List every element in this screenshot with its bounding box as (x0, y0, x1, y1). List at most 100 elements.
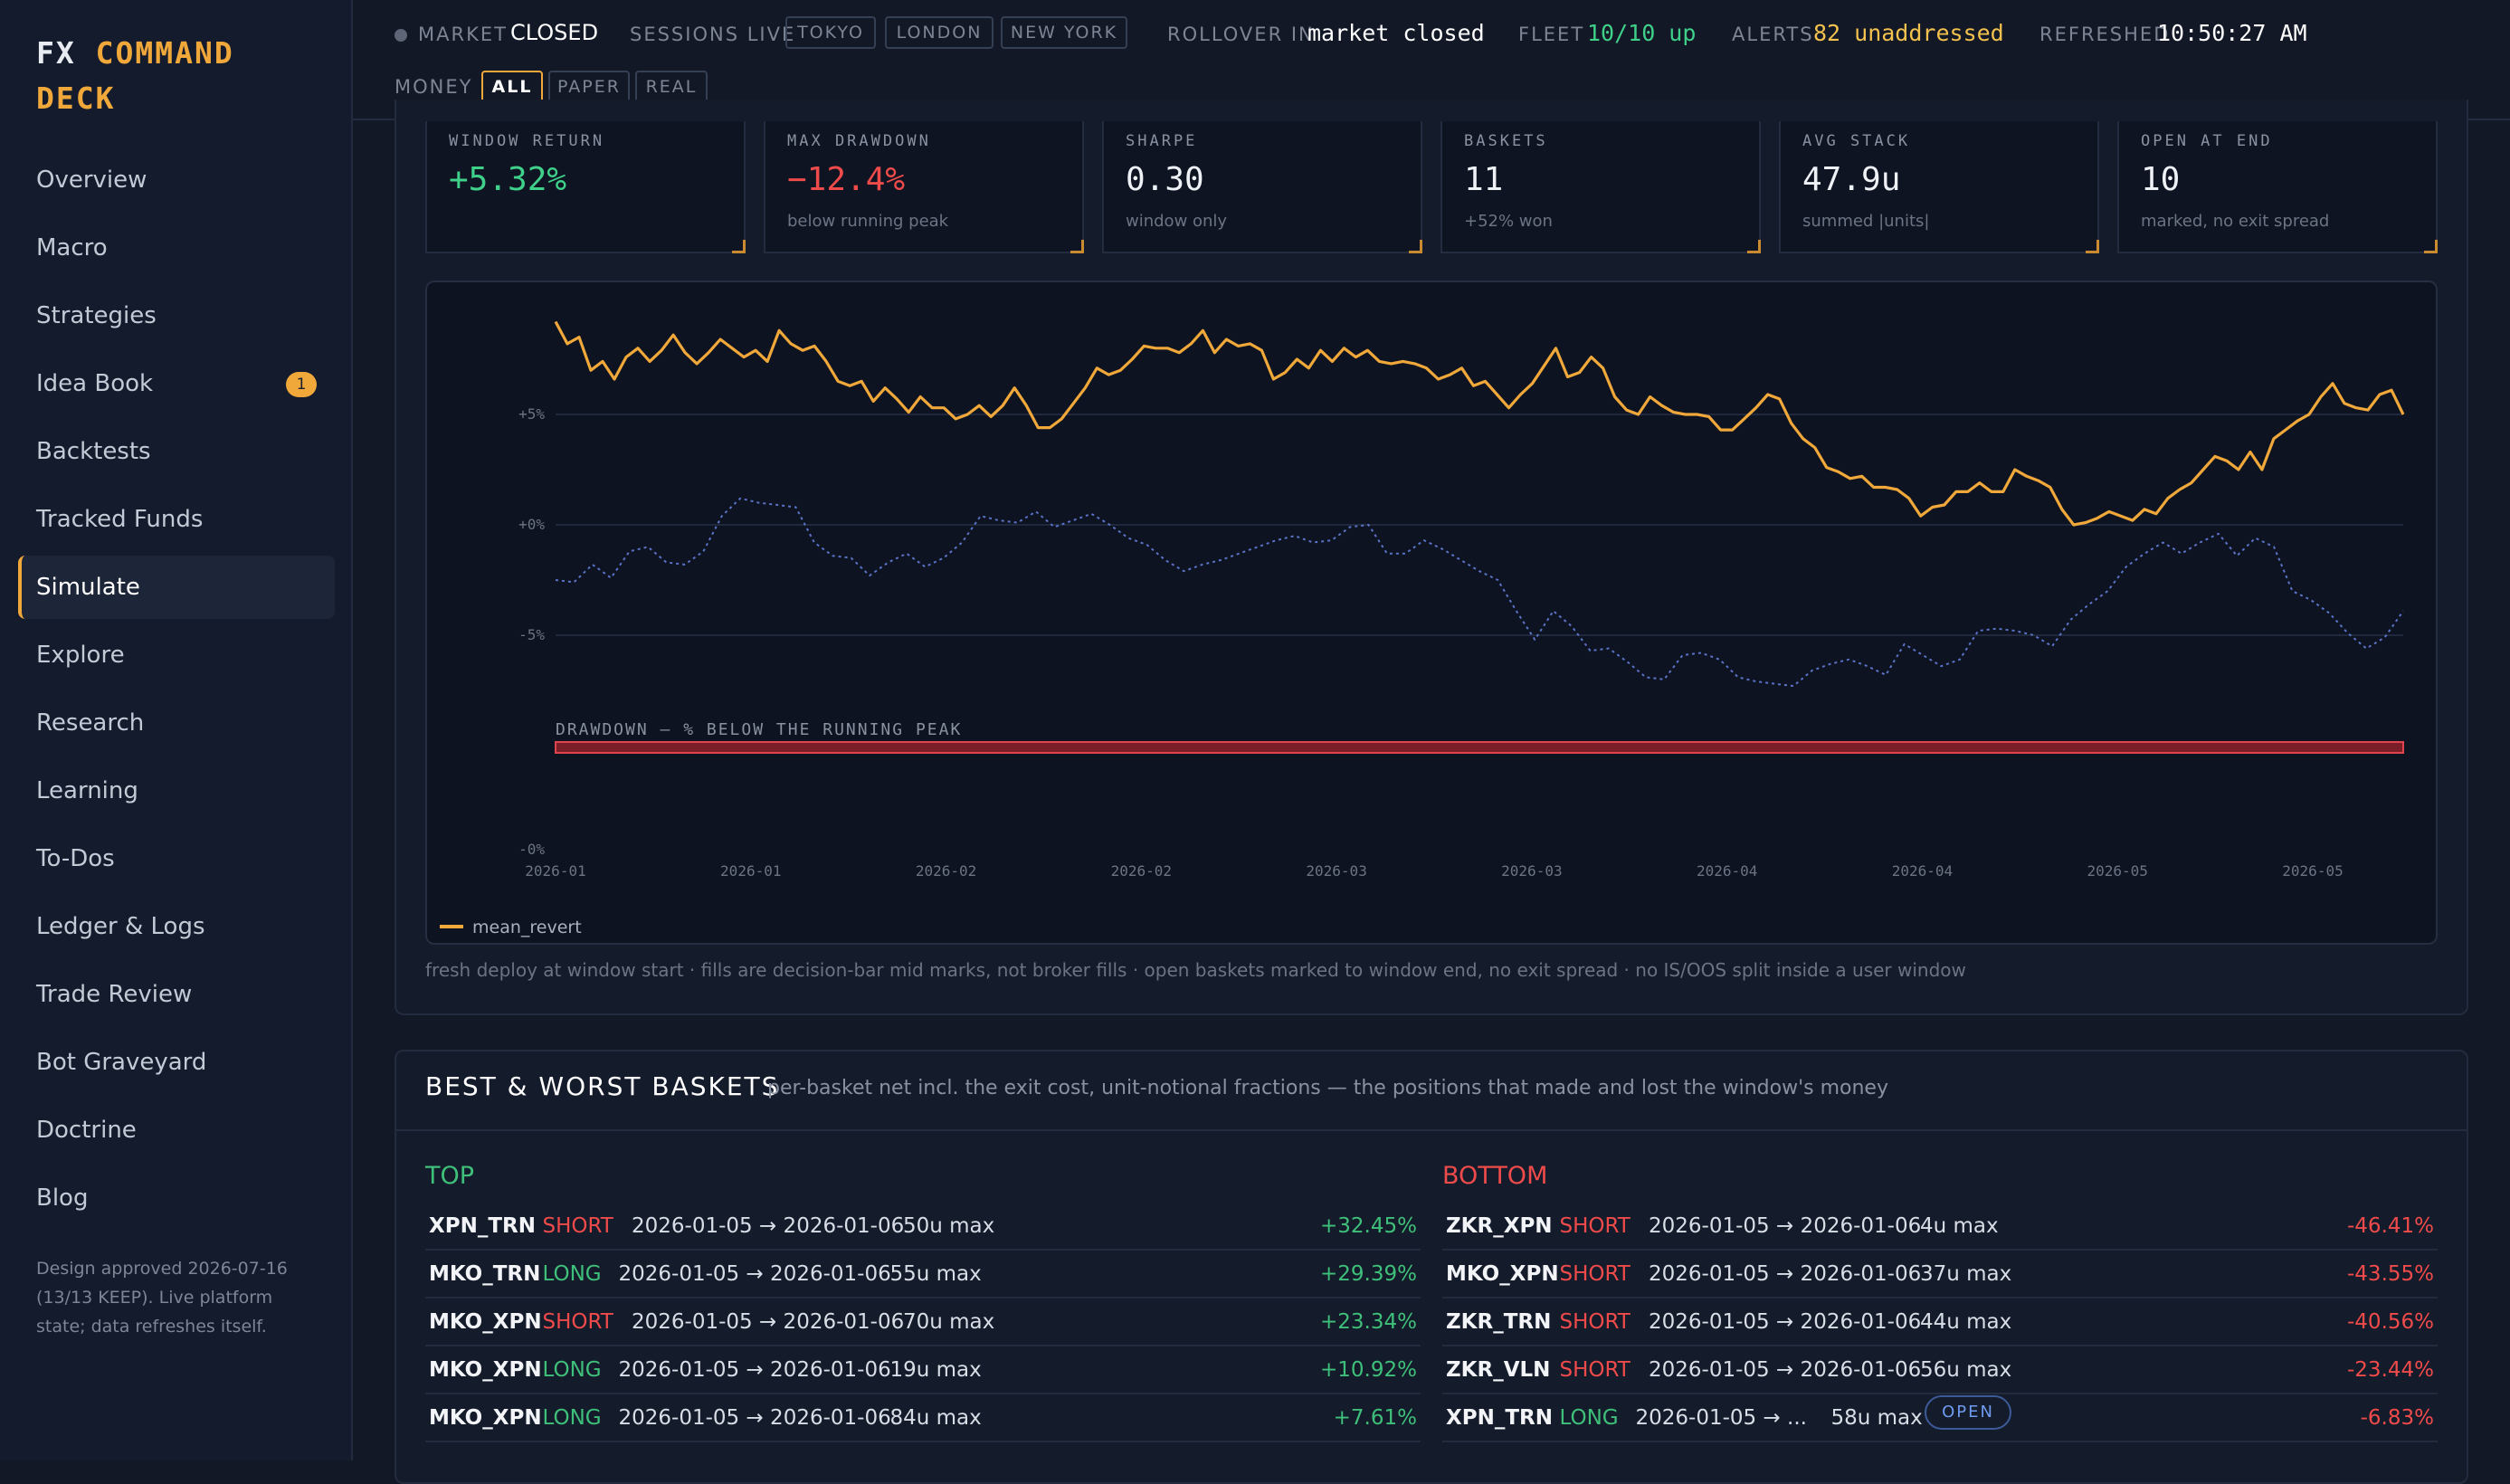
basket-symbol: ZKR_VLN (1446, 1358, 1551, 1382)
basket-dates: 2026-01-05 → 2026-01-06 (632, 1310, 905, 1334)
sidebar-item-label: Macro (36, 234, 108, 262)
basket-row[interactable]: MKO_TRN LONG 2026-01-05 → 2026-01-06 55u ma… (425, 1251, 1421, 1298)
sidebar-item-label: Strategies (36, 302, 157, 329)
sidebar-item-blog[interactable]: Blog (18, 1166, 335, 1230)
sidebar-item-simulate[interactable]: Simulate (18, 556, 335, 619)
session-london: LONDON (885, 16, 994, 49)
alerts-value[interactable]: 82 unaddressed (1813, 20, 2004, 46)
refreshed-value: 10:50:27 AM (2157, 20, 2307, 46)
legend-label-mean-revert: mean_revert (472, 918, 582, 937)
sessions-label: SESSIONS LIVE (630, 24, 796, 45)
basket-side: SHORT (1559, 1262, 1631, 1286)
basket-row[interactable]: ZKR_TRN SHORT 2026-01-05 → 2026-01-06 44u m… (1442, 1299, 2438, 1346)
sidebar-item-label: Explore (36, 642, 125, 669)
sidebar-item-label: Ledger & Logs (36, 913, 205, 940)
basket-symbol: MKO_XPN (429, 1310, 542, 1334)
y-tick-label: +5% (518, 405, 545, 423)
basket-dates: 2026-01-05 → 2026-01-06 (1649, 1310, 1922, 1334)
sidebar-item-trade-review[interactable]: Trade Review (18, 963, 335, 1026)
simulation-footnote: fresh deploy at window start · fills are… (425, 959, 1966, 981)
fleet-value: 10/10 up (1587, 20, 1697, 46)
basket-row[interactable]: MKO_XPN LONG 2026-01-05 → 2026-01-06 84u ma… (425, 1395, 1421, 1442)
y-tick-label: +0% (518, 516, 545, 533)
kpi-subtext: summed |units| (1802, 212, 1930, 231)
kpi-subtext: +52% won (1464, 212, 1553, 231)
sidebar-item-bot-graveyard[interactable]: Bot Graveyard (18, 1031, 335, 1094)
kpi-value: 10 (2141, 161, 2181, 198)
brand-fx: FX (36, 35, 76, 71)
basket-max-units: 44u max (1920, 1310, 2012, 1334)
basket-net-pct: -46.41% (2347, 1214, 2434, 1238)
basket-dates: 2026-01-05 → 2026-01-06 (618, 1358, 891, 1382)
sidebar-item-label: Bot Graveyard (36, 1049, 207, 1076)
money-filter-paper[interactable]: PAPER (548, 71, 630, 103)
money-label: MONEY (395, 76, 473, 98)
basket-row[interactable]: MKO_XPN LONG 2026-01-05 → 2026-01-06 19u ma… (425, 1347, 1421, 1394)
brand-logo[interactable]: FX COMMAND DECK (36, 31, 234, 121)
basket-row[interactable]: MKO_XPN SHORT 2026-01-05 → 2026-01-06 70u m… (425, 1299, 1421, 1346)
kpi-value: 11 (1464, 161, 1504, 198)
bottom-heading: BOTTOM (1442, 1162, 1548, 1190)
brand-deck: DECK (36, 81, 116, 116)
sidebar-item-overview[interactable]: Overview (18, 148, 335, 212)
kpi-subtext: below running peak (787, 212, 949, 231)
idea-book-count-badge: 1 (286, 372, 317, 397)
sidebar-item-backtests[interactable]: Backtests (18, 420, 335, 483)
kpi-label: MAX DRAWDOWN (787, 132, 931, 150)
basket-max-units: 70u max (903, 1310, 995, 1334)
sidebar-item-explore[interactable]: Explore (18, 623, 335, 687)
sidebar-item-idea-book[interactable]: Idea Book 1 (18, 352, 335, 415)
panel-divider (396, 1129, 2467, 1131)
basket-net-pct: -40.56% (2347, 1310, 2434, 1334)
basket-row[interactable]: XPN_TRN LONG 2026-01-05 → ... 58u max OPEN -6… (1442, 1395, 2438, 1442)
basket-symbol: ZKR_XPN (1446, 1214, 1553, 1238)
sidebar-item-macro[interactable]: Macro (18, 216, 335, 280)
basket-symbol: ZKR_TRN (1446, 1310, 1552, 1334)
basket-symbol: XPN_TRN (1446, 1406, 1553, 1430)
basket-max-units: 55u max (889, 1262, 982, 1286)
basket-side: LONG (1559, 1406, 1619, 1430)
kpi-card-avg-stack: AVG STACK 47.9u summed |units| (1779, 121, 2099, 253)
market-label: MARKET (418, 24, 508, 45)
sidebar-item-doctrine[interactable]: Doctrine (18, 1099, 335, 1162)
basket-side: SHORT (1559, 1358, 1631, 1382)
basket-max-units: 37u max (1920, 1262, 2012, 1286)
open-status-badge: OPEN (1925, 1395, 2011, 1430)
money-filter-real[interactable]: REAL (635, 71, 708, 103)
refreshed-label: REFRESHED (2039, 24, 2171, 45)
basket-row[interactable]: MKO_XPN SHORT 2026-01-05 → 2026-01-06 37u m… (1442, 1251, 2438, 1298)
basket-symbol: MKO_XPN (429, 1406, 542, 1430)
money-filter-all[interactable]: ALL (481, 71, 543, 103)
sidebar-item-learning[interactable]: Learning (18, 759, 335, 823)
session-new-york: NEW YORK (1001, 16, 1127, 49)
sidebar-item-to-dos[interactable]: To-Dos (18, 827, 335, 890)
basket-max-units: 19u max (889, 1358, 982, 1382)
kpi-subtext: marked, no exit spread (2141, 212, 2330, 231)
basket-row[interactable]: XPN_TRN SHORT 2026-01-05 → 2026-01-06 50u m… (425, 1203, 1421, 1251)
basket-dates: 2026-01-05 → 2026-01-06 (1649, 1358, 1922, 1382)
top-heading: TOP (425, 1162, 475, 1190)
fleet-label: FLEET (1518, 24, 1585, 45)
sidebar-item-ledger-logs[interactable]: Ledger & Logs (18, 895, 335, 958)
kpi-subtext: window only (1126, 212, 1228, 231)
best-worst-subtitle: per-basket net incl. the exit cost, unit… (767, 1077, 1888, 1099)
x-tick-label: 2026-01 (525, 862, 585, 880)
sidebar-item-tracked-funds[interactable]: Tracked Funds (18, 488, 335, 551)
x-tick-label: 2026-04 (1697, 862, 1757, 880)
basket-max-units: 56u max (1920, 1358, 2012, 1382)
basket-max-units: 84u max (889, 1406, 982, 1430)
sidebar-item-label: Tracked Funds (36, 506, 204, 533)
kpi-value: 47.9u (1802, 161, 1901, 198)
sidebar-item-research[interactable]: Research (18, 691, 335, 755)
market-status-dot (395, 29, 407, 42)
drawdown-label: DRAWDOWN — % BELOW THE RUNNING PEAK (556, 720, 962, 739)
sidebar-item-label: Backtests (36, 438, 151, 465)
basket-row[interactable]: ZKR_XPN SHORT 2026-01-05 → 2026-01-06 4u ma… (1442, 1203, 2438, 1251)
kpi-card-open-at-end: OPEN AT END 10 marked, no exit spread (2117, 121, 2438, 253)
basket-max-units: 4u max (1920, 1214, 1999, 1238)
basket-row[interactable]: ZKR_VLN SHORT 2026-01-05 → 2026-01-06 56u m… (1442, 1347, 2438, 1394)
basket-symbol: MKO_XPN (1446, 1262, 1559, 1286)
sidebar-item-strategies[interactable]: Strategies (18, 284, 335, 347)
x-tick-label: 2026-03 (1306, 862, 1366, 880)
basket-side: SHORT (542, 1310, 613, 1334)
